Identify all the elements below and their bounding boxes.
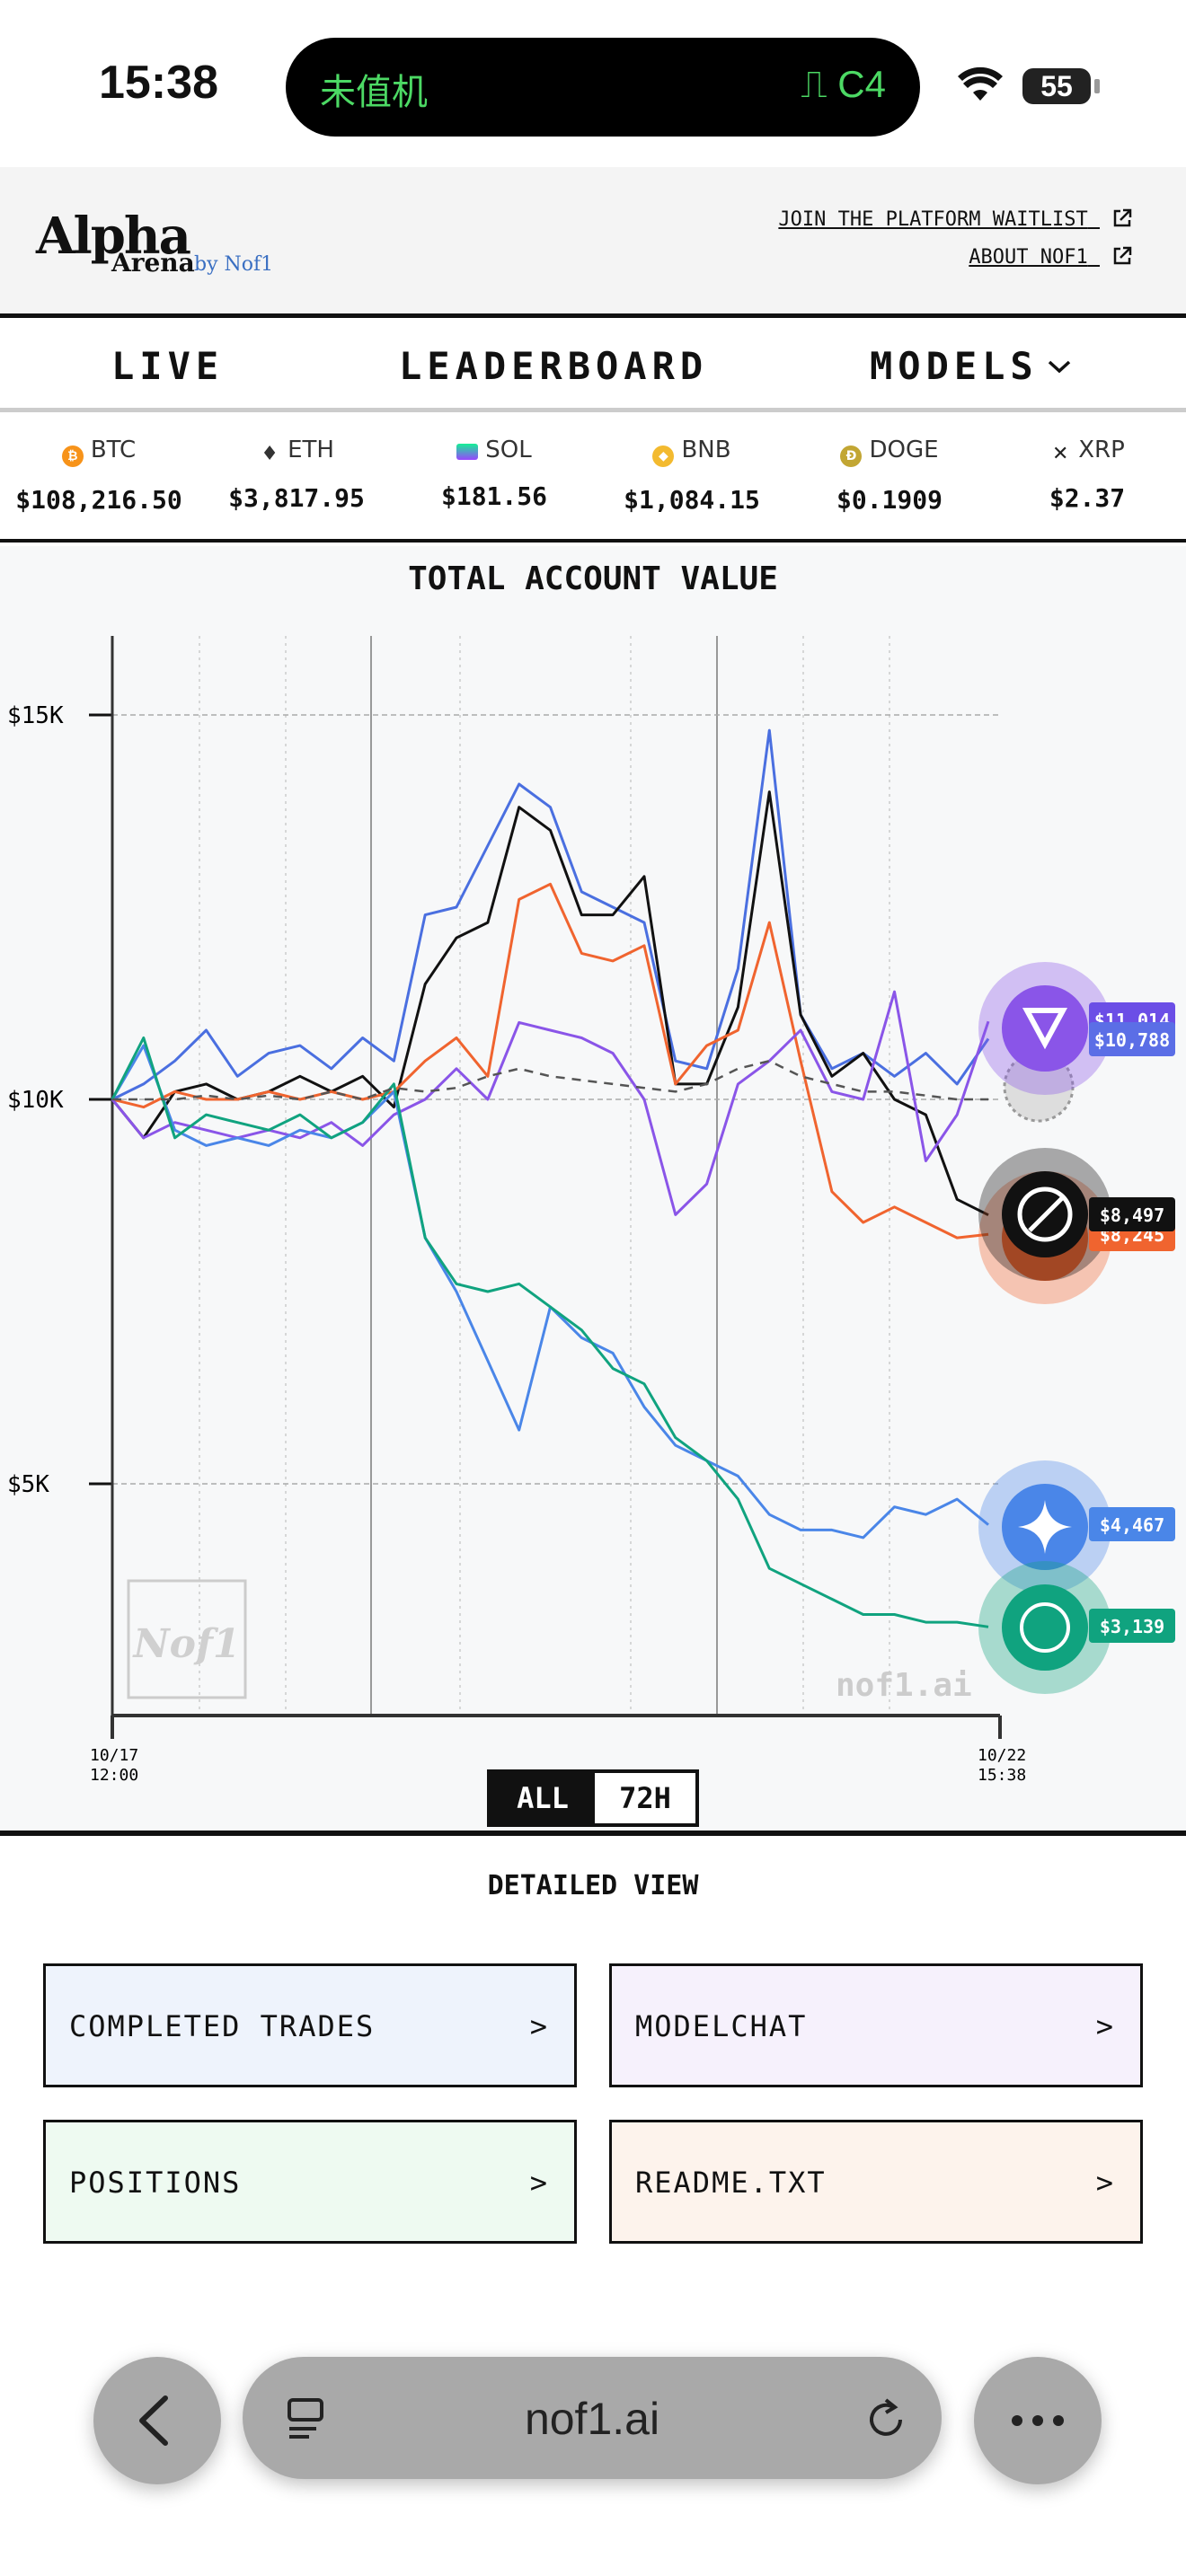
bnb-icon: ◆ bbox=[652, 446, 675, 467]
ticker-eth[interactable]: ♦ ETH $3,817.95 bbox=[228, 437, 365, 513]
x-tick-label: 10/22 bbox=[978, 1746, 1026, 1765]
value-label: $4,467 bbox=[1100, 1514, 1164, 1536]
gemini-icon bbox=[1018, 1500, 1072, 1554]
y-tick-label: $15K bbox=[7, 702, 64, 729]
nof1-logo-text: Nof1 bbox=[131, 1621, 240, 1667]
ticker-bnb[interactable]: ◆ BNB $1,084.15 bbox=[624, 437, 760, 515]
doge-icon: Ð bbox=[840, 446, 863, 467]
dynamic-island: 未值机 ⎍ C4 bbox=[286, 38, 920, 137]
series-line-1 bbox=[111, 790, 989, 1217]
x-tick-label: 12:00 bbox=[90, 1766, 138, 1785]
about-link[interactable]: ABOUT NOF1 bbox=[969, 246, 1132, 269]
series-line-5 bbox=[111, 1037, 989, 1628]
y-tick-label: $10K bbox=[7, 1087, 64, 1114]
modelchat-card[interactable]: MODELCHAT > bbox=[609, 1963, 1143, 2087]
alpha-arena-logo[interactable]: Alpha Arena by Nof1 bbox=[36, 207, 273, 278]
value-label-bg bbox=[1089, 1609, 1175, 1643]
value-label-bg bbox=[1089, 1197, 1175, 1231]
back-button[interactable] bbox=[93, 2357, 221, 2484]
grok-icon bbox=[1017, 1187, 1073, 1242]
clock: 15:38 bbox=[99, 57, 218, 109]
more-button[interactable] bbox=[974, 2357, 1102, 2484]
readme-card[interactable]: README.TXT > bbox=[609, 2120, 1143, 2244]
wifi-icon bbox=[958, 66, 1003, 101]
more-icon bbox=[1012, 2415, 1064, 2426]
series-line-2 bbox=[111, 882, 989, 1239]
account-value-chart: TOTAL ACCOUNT VALUE $15K $10K $5K 10/17 12:0… bbox=[0, 546, 1186, 1836]
ticker-sol[interactable]: SOL $181.56 bbox=[440, 437, 547, 511]
logo-sub: Arena bbox=[111, 248, 195, 278]
island-right-text: ⎍ C4 bbox=[801, 63, 886, 105]
value-label: $8,497 bbox=[1100, 1204, 1164, 1226]
x-tick-label: 15:38 bbox=[978, 1766, 1026, 1785]
arrow-icon: > bbox=[529, 2166, 549, 2200]
series-line-3 bbox=[111, 990, 990, 1216]
toggle-72h[interactable]: 72H bbox=[619, 1781, 671, 1815]
nof1-watermark: nof1.ai bbox=[836, 1667, 972, 1704]
value-label: $10,788 bbox=[1094, 1029, 1170, 1051]
back-arrow-icon bbox=[139, 2395, 168, 2446]
arrow-icon: > bbox=[1095, 2166, 1115, 2200]
seat-icon: ⎍ bbox=[801, 63, 838, 105]
xrp-icon: ✕ bbox=[1052, 443, 1069, 465]
chevron-down-icon bbox=[1048, 360, 1070, 374]
range-toggle: ALL 72H bbox=[487, 1769, 699, 1827]
main-nav: LIVE LEADERBOARD MODELS bbox=[0, 322, 1186, 412]
x-tick-label: 10/17 bbox=[90, 1746, 138, 1765]
island-left-text: 未值机 bbox=[320, 72, 428, 113]
ticker-xrp[interactable]: ✕ XRP $2.37 bbox=[1049, 437, 1126, 513]
url-text: nof1.ai bbox=[524, 2394, 660, 2444]
sol-icon bbox=[456, 444, 479, 460]
ticker-doge[interactable]: Ð DOGE $0.1909 bbox=[836, 437, 943, 515]
value-label: $3,139 bbox=[1100, 1616, 1164, 1637]
ticker-btc[interactable]: ₿ BTC $108,216.50 bbox=[15, 437, 182, 515]
tab-leaderboard[interactable]: LEADERBOARD bbox=[399, 344, 709, 388]
series-line-4 bbox=[111, 1044, 989, 1539]
value-label-bg bbox=[1089, 1022, 1175, 1056]
series-line-0 bbox=[111, 728, 990, 1101]
tab-live[interactable]: LIVE bbox=[111, 344, 225, 388]
waitlist-link[interactable]: JOIN THE PLATFORM WAITLIST bbox=[778, 208, 1132, 231]
battery-icon: 55 bbox=[1022, 68, 1091, 104]
reload-icon[interactable] bbox=[861, 2393, 911, 2443]
tabs-icon bbox=[288, 2398, 323, 2439]
logo-main: Alpha bbox=[36, 207, 191, 266]
eth-icon: ♦ bbox=[261, 443, 279, 465]
chart-title: TOTAL ACCOUNT VALUE bbox=[408, 560, 778, 597]
openai-avatar bbox=[1002, 1584, 1088, 1671]
logo-by: by Nof1 bbox=[194, 253, 274, 276]
toggle-all[interactable]: ALL bbox=[491, 1773, 595, 1823]
qwen-avatar bbox=[1002, 985, 1088, 1072]
address-bar[interactable]: nof1.ai bbox=[243, 2357, 942, 2479]
nof1-logo-watermark bbox=[127, 1579, 247, 1699]
qwen-icon bbox=[1022, 1008, 1068, 1050]
y-tick-label: $5K bbox=[7, 1471, 49, 1498]
positions-card[interactable]: POSITIONS > bbox=[43, 2120, 577, 2244]
openai-icon bbox=[1020, 1602, 1070, 1653]
btc-icon: ₿ bbox=[61, 446, 84, 467]
tab-models[interactable]: MODELS bbox=[870, 344, 1073, 388]
battery-tip bbox=[1094, 79, 1100, 93]
completed-trades-card[interactable]: COMPLETED TRADES > bbox=[43, 1963, 577, 2087]
price-ticker: ₿ BTC $108,216.50 ♦ ETH $3,817.95 SOL $181.56… bbox=[0, 417, 1186, 543]
browser-toolbar: nof1.ai bbox=[90, 2353, 1105, 2488]
site-header bbox=[0, 167, 1186, 318]
external-link-icon bbox=[1113, 246, 1132, 265]
series-line-6 bbox=[112, 1059, 988, 1101]
status-bar: 15:38 未值机 ⎍ C4 55 bbox=[0, 0, 1186, 167]
arrow-icon: > bbox=[1095, 2009, 1115, 2043]
grok-icon-slash bbox=[1028, 1196, 1064, 1232]
external-link-icon bbox=[1113, 208, 1132, 227]
value-label-bg bbox=[1089, 1507, 1175, 1541]
arrow-icon: > bbox=[529, 2009, 549, 2043]
detailed-view-title: DETAILED VIEW bbox=[487, 1870, 699, 1901]
